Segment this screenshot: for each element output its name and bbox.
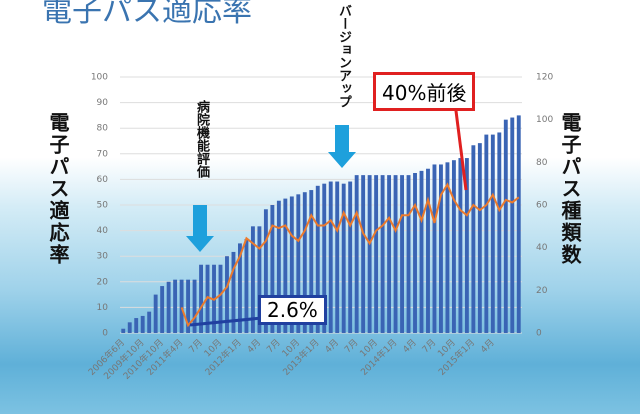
y-tick-label: 0 [102, 329, 108, 339]
y2-tick-label: 40 [536, 243, 548, 253]
arrow [328, 125, 356, 168]
bar [484, 135, 488, 333]
y-tick-label: 60 [97, 175, 109, 185]
bar [458, 158, 462, 333]
y-tick-label: 50 [97, 201, 109, 211]
bar [478, 143, 482, 333]
y2-tick-label: 60 [536, 201, 548, 211]
y-tick-label: 40 [97, 226, 109, 236]
y2-tick-label: 100 [536, 115, 553, 125]
bar [173, 280, 177, 333]
x-tick-label: 4月 [401, 337, 419, 355]
y-tick-label: 70 [97, 149, 109, 159]
bar [128, 322, 132, 333]
x-tick-label: 4月 [479, 337, 497, 355]
y-tick-label: 80 [97, 124, 109, 134]
bar [355, 175, 359, 333]
bar [426, 169, 430, 333]
bar [394, 175, 398, 333]
y-tick-label: 10 [97, 303, 109, 313]
x-tick-label: 4月 [323, 337, 341, 355]
bar [387, 175, 391, 333]
annotation: 2.6% [258, 295, 327, 325]
bar [368, 175, 372, 333]
arrow [186, 205, 214, 252]
y-tick-label: 20 [97, 277, 109, 287]
bar [342, 184, 346, 333]
bar [497, 132, 501, 333]
bar [381, 175, 385, 333]
y-tick-label: 30 [97, 252, 109, 262]
bar [160, 286, 164, 333]
bar [154, 295, 158, 333]
bar [167, 282, 171, 333]
y2-tick-label: 0 [536, 329, 542, 339]
bar [471, 145, 475, 333]
y2-tick-label: 120 [536, 73, 553, 83]
bar [420, 171, 424, 333]
bar [141, 316, 145, 333]
bar [407, 175, 411, 333]
bar [433, 164, 437, 333]
bar [329, 182, 333, 333]
x-tick-label: 4月 [245, 337, 263, 355]
bar [121, 329, 125, 333]
bar [439, 164, 443, 333]
page: 電子パス適応率 電子パス適応率 電子パス種類数 0102030405060708… [0, 0, 640, 414]
bar [348, 182, 352, 333]
y2-tick-label: 20 [536, 286, 548, 296]
bar [452, 160, 456, 333]
bar [517, 115, 521, 333]
bar [180, 280, 184, 333]
y2-tick-label: 80 [536, 158, 548, 168]
bar [413, 173, 417, 333]
annotation: 40%前後 [373, 72, 475, 111]
bar [374, 175, 378, 333]
annotation: 病院機能評価 [192, 100, 211, 178]
bar [510, 118, 514, 333]
y-tick-label: 100 [91, 73, 108, 83]
bar [504, 120, 508, 333]
chart: 0102030405060708090100020406080100120200… [0, 0, 640, 414]
annotation: バージョンアップ [334, 4, 353, 108]
y-tick-label: 90 [97, 98, 109, 108]
bar [147, 312, 151, 333]
bar [134, 318, 138, 333]
bar [491, 135, 495, 333]
bar [335, 182, 339, 333]
bar [361, 175, 365, 333]
bar [400, 175, 404, 333]
